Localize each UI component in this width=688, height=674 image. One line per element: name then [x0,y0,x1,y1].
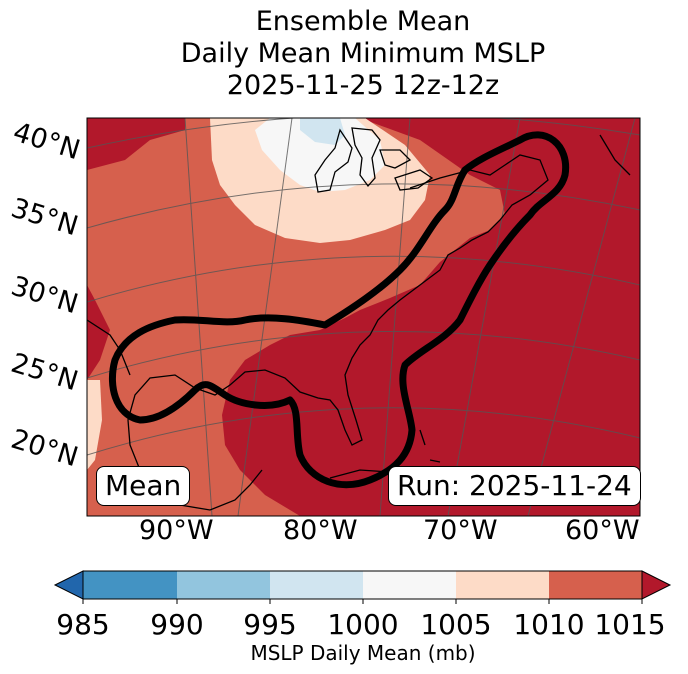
colorbar-segment-985 [83,571,177,599]
mslp-fill-1005-sw [87,380,102,470]
run-annotation: Run: 2025-11-24 [388,466,641,507]
colorbar-segment-990 [177,571,270,599]
colorbar-tick-985: 985 [56,608,110,641]
colorbar-segment-1010 [549,571,642,599]
colorbar-title: MSLP Daily Mean (mb) [250,641,476,665]
map-frame [86,117,641,517]
lon-label-70w: 70°W [423,515,498,546]
mslp-fill-995 [300,118,345,145]
mslp-fill-1000 [255,118,385,192]
colorbar-segment-1000 [363,571,456,599]
title-line3: 2025-11-25 12z-12z [226,70,500,101]
colorbar-tick-1010: 1010 [513,608,585,641]
contour-outline [109,131,570,489]
graticule [87,118,640,516]
lon-label-60w: 60°W [565,515,640,546]
colorbar-tick-1005: 1005 [420,608,492,641]
colorbar-tick-1000: 1000 [327,608,399,641]
title-line2: Daily Mean Minimum MSLP [180,38,546,69]
lon-label-80w: 80°W [283,515,358,546]
colorbar-over-arrow [641,570,672,600]
lon-label-90w: 90°W [139,515,214,546]
colorbar-segment-1005 [456,571,549,599]
colorbar-segment-995 [270,571,363,599]
colorbar-under-arrow [53,570,84,600]
mean-annotation: Mean [96,466,191,507]
colorbar-tick-1015: 1015 [594,608,666,641]
colorbar-tick-990: 990 [150,608,204,641]
title-line1: Ensemble Mean [255,6,471,37]
colorbar-tick-995: 995 [243,608,297,641]
